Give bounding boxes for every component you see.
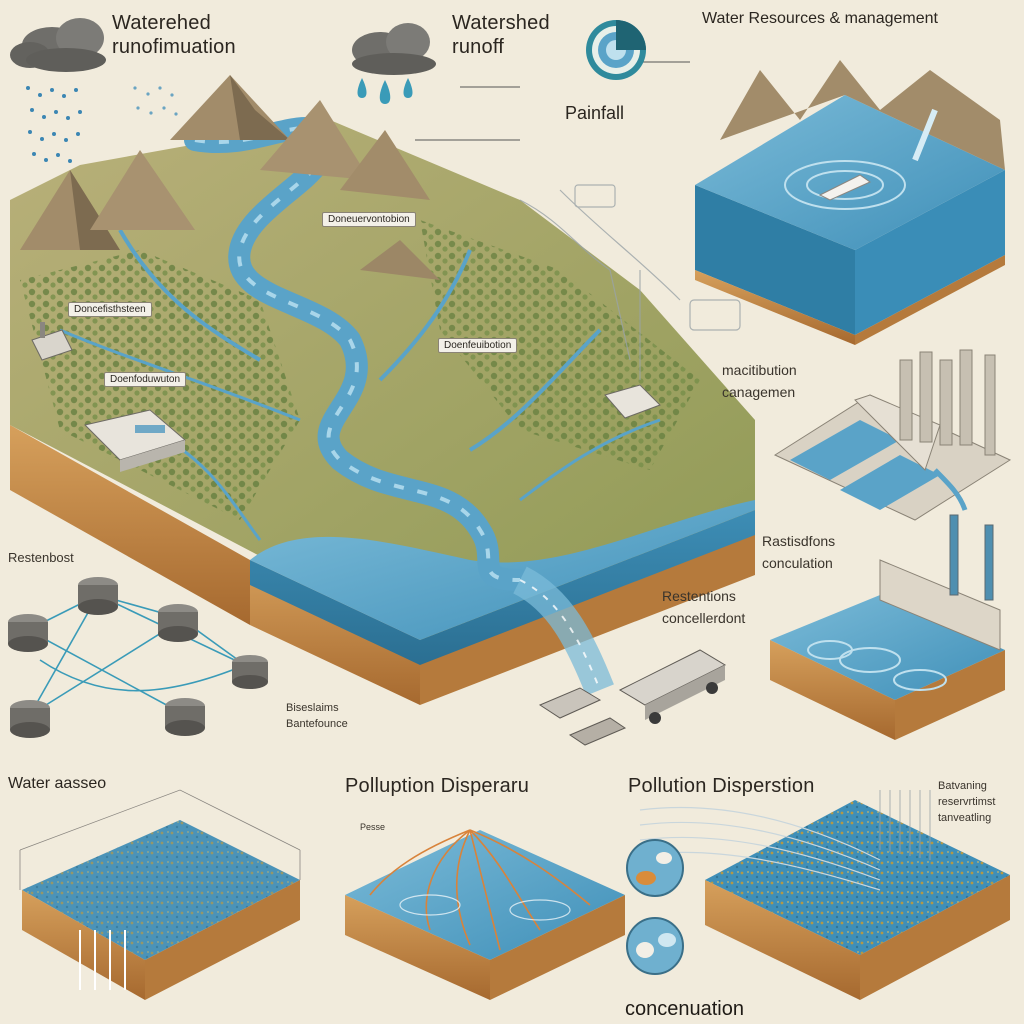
heading-concentration: concenuation [625, 998, 744, 1020]
heading-mid-right-1-line2: canagemen [722, 384, 796, 400]
tank-icon [10, 700, 50, 738]
network-caption-line1: Biseslaims [286, 702, 339, 714]
pollutant-sample-icons [626, 839, 684, 975]
truck-group [538, 649, 727, 746]
bottom-right-caption-line2: reservrtimst [938, 796, 996, 808]
heading-top-mid-line2: runoff [452, 36, 504, 58]
main-watershed-block [10, 75, 755, 705]
heading-top-mid-line1: Watershed [452, 12, 550, 34]
water-quality-block [19, 789, 301, 1000]
tank-icon [165, 698, 205, 736]
map-tag-upper: Doneuervontobion [322, 212, 416, 227]
distribution-dam [773, 349, 1012, 521]
pollution-dispersion-block-mid [345, 829, 625, 1000]
heading-mid-center-line1: Restentions [662, 588, 736, 604]
small-tag-bottom-mid: Pesse [360, 822, 386, 832]
rain-gauge-icon [586, 20, 646, 80]
map-tag-center: Doenfeuibotion [438, 338, 518, 353]
heading-mid-right-1-line1: macitibution [722, 362, 797, 378]
heading-top-left-line1: Waterehed [112, 12, 211, 34]
mountain-shade [230, 75, 290, 140]
main-river-highlight [194, 125, 521, 582]
heading-bottom-right: Pollution Disperstion [628, 775, 815, 797]
cloud-icon [352, 23, 436, 75]
tank-icon [158, 604, 198, 642]
heading-left-network: Restenbost [8, 550, 74, 565]
mountain [260, 100, 370, 180]
outflow-stream-highlight [519, 579, 601, 691]
reservoir-block [695, 60, 1005, 345]
heading-bottom-mid: Polluption Disperaru [345, 775, 530, 797]
rain-drops-light [133, 86, 178, 116]
treatment-plant-building [84, 409, 187, 472]
mountain [340, 130, 430, 200]
map-tag-left-1: Doncefisthsteen [68, 302, 152, 317]
heading-rainfall: Painfall [565, 103, 625, 123]
facility-building [604, 384, 661, 419]
heading-bottom-left: Water aasseo [8, 775, 107, 792]
heading-mid-right-2-line2: conculation [762, 555, 833, 571]
mountain [360, 240, 440, 280]
dam-reservoir-block [770, 514, 1005, 740]
network-caption-line2: Bantefounce [286, 718, 348, 730]
process-sketches [519, 184, 741, 380]
tributary [519, 418, 661, 502]
pollution-dispersion-block-right [639, 790, 1010, 1000]
tributary [468, 328, 602, 452]
bottom-right-caption-line3: tanveatling [938, 812, 992, 824]
tributary [378, 249, 472, 382]
heading-top-right: Water Resources & management [702, 10, 938, 27]
heading-mid-center-line2: concellerdont [662, 610, 746, 626]
heading-mid-right-2-line1: Rastisdfons [762, 533, 836, 549]
main-block-soil-left [10, 425, 250, 625]
map-tag-group: Doneuervontobion Doncefisthsteen Doenfod… [68, 212, 518, 387]
main-block-water-edge [250, 510, 755, 665]
heading-top-left-line2: runofimuation [112, 36, 236, 58]
cloud-icon [10, 18, 106, 72]
water-drop-icons [357, 78, 413, 104]
tributary [118, 229, 262, 362]
tank-icon [78, 577, 118, 615]
tank-icon [232, 655, 268, 689]
rain-drops [26, 86, 82, 163]
mountain [90, 150, 195, 230]
reservoir-network [8, 577, 268, 738]
tank-icon [8, 614, 48, 652]
factory-building [31, 322, 73, 361]
tributary [59, 328, 301, 422]
map-tag-left-2: Doenfoduwuton [104, 372, 187, 387]
bottom-right-caption-line1: Batvaning [938, 780, 987, 792]
